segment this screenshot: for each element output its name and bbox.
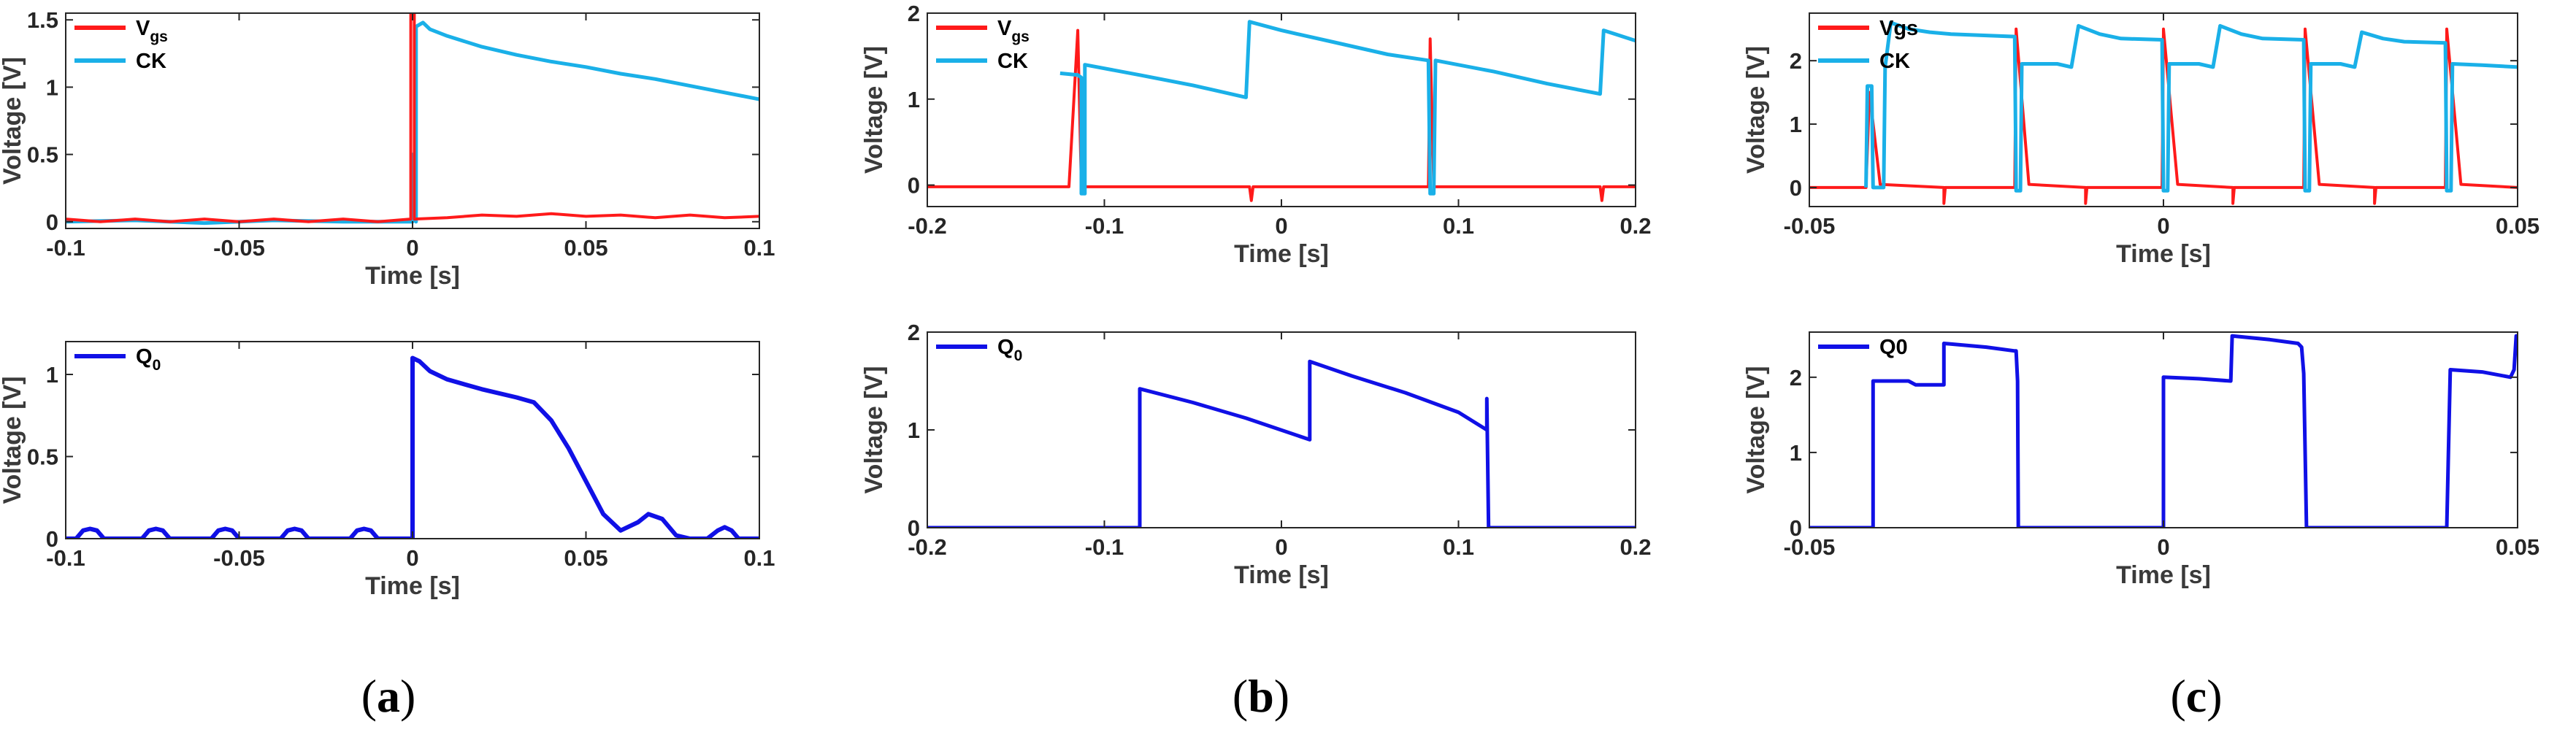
legend-label-ck: CK	[997, 50, 1028, 73]
chart-c-top: -0.05 0 0.05 0 1 2 Time [s] Voltage [V] Vgs CK	[1742, 12, 2539, 268]
legend-label-ck: CK	[1879, 50, 1910, 73]
series-line-ck	[1059, 20, 1636, 196]
x-tick-label: 0.05	[2496, 534, 2539, 560]
x-tick-label: 0.05	[564, 235, 607, 261]
x-axis-label: Time [s]	[1234, 561, 1329, 589]
legend-label-q: Q0	[136, 345, 161, 374]
series-line-q0	[1809, 334, 2518, 528]
x-tick-label: -0.05	[1784, 213, 1836, 239]
x-tick-label: -0.1	[46, 235, 85, 261]
y-tick-label: 0	[908, 515, 920, 541]
x-tick-label: 0	[2157, 534, 2169, 560]
y-axis-label: Voltage [V]	[0, 376, 26, 504]
legend-label-q: Q0	[1879, 336, 1908, 359]
series-line-ck	[1864, 20, 2518, 193]
y-tick-label: 0	[46, 526, 58, 552]
y-axis-label: Voltage [V]	[0, 57, 26, 185]
series-line-q0	[66, 355, 759, 539]
series-line-q0	[927, 359, 1636, 528]
y-tick-label: 2	[908, 1, 920, 26]
x-axis-label: Time [s]	[1234, 240, 1329, 268]
axes-box	[927, 12, 1636, 207]
x-tick-label: 0	[1275, 534, 1287, 560]
x-tick-label: 0	[1275, 213, 1287, 239]
y-tick-label: 0	[1790, 515, 1802, 541]
y-tick-label: 1	[908, 87, 920, 112]
legend-label-vgs: Vgs	[997, 17, 1030, 45]
y-tick-label: 1	[908, 417, 920, 443]
y-tick-label: 1.5	[27, 7, 58, 33]
x-tick-label: 0.1	[743, 235, 775, 261]
y-tick-label: 1	[46, 362, 58, 388]
x-axis-label: Time [s]	[365, 262, 460, 290]
x-tick-label: -0.1	[1085, 534, 1124, 560]
x-tick-label: 0.1	[743, 545, 775, 571]
legend-label-vgs: Vgs	[1879, 17, 1918, 40]
series-line-vgs	[66, 13, 759, 223]
y-tick-label: 1	[1790, 440, 1802, 466]
legend-label-q: Q0	[997, 336, 1022, 364]
caption-c: (c)	[2170, 670, 2222, 722]
x-tick-label: 0	[406, 235, 418, 261]
x-tick-label: 0.05	[564, 545, 607, 571]
legend-label-vgs: Vgs	[136, 17, 168, 45]
x-tick-label: -0.1	[46, 545, 85, 571]
y-axis-label: Voltage [V]	[860, 46, 888, 174]
y-tick-label: 0	[908, 173, 920, 199]
y-tick-label: 2	[1790, 365, 1802, 390]
series-line-vgs	[927, 28, 1636, 202]
legend-label-ck: CK	[136, 50, 166, 73]
x-tick-label: 0.1	[1443, 213, 1474, 239]
caption-a: (a)	[361, 670, 416, 722]
x-tick-label: -0.1	[1085, 213, 1124, 239]
x-tick-label: -0.2	[908, 534, 946, 560]
chart-b-bottom: -0.2 -0.1 0 0.1 0.2 0 1 2 Time [s] Voltage [V] Q0	[860, 320, 1652, 589]
y-tick-label: 0	[46, 209, 58, 235]
chart-a-top: -0.1 -0.05 0 0.05 0.1 0 0.5 1 1.5 Time [s] Voltage…	[0, 7, 775, 290]
chart-a-bottom: -0.1 -0.05 0 0.05 0.1 0 0.5 1 Time [s] Voltage [V…	[0, 341, 775, 600]
x-tick-label: -0.05	[1784, 534, 1836, 560]
x-tick-label: 0.05	[2496, 213, 2539, 239]
x-tick-label: 0	[406, 545, 418, 571]
x-tick-label: -0.05	[213, 235, 265, 261]
chart-b-top: -0.2 -0.1 0 0.1 0.2 0 1 2 Time [s] Voltage [V] Vgs…	[860, 1, 1652, 268]
x-tick-label: -0.05	[213, 545, 265, 571]
x-tick-label: 0.2	[1619, 534, 1651, 560]
x-axis-label: Time [s]	[365, 572, 460, 600]
y-tick-label: 2	[1790, 48, 1802, 74]
x-tick-label: 0.2	[1619, 213, 1651, 239]
y-tick-label: 0	[1790, 175, 1802, 201]
caption-b: (b)	[1233, 670, 1289, 722]
y-axis-label: Voltage [V]	[860, 366, 888, 493]
series-line-ck	[66, 20, 759, 226]
x-axis-label: Time [s]	[2116, 240, 2211, 268]
y-tick-label: 2	[908, 320, 920, 345]
y-axis-label: Voltage [V]	[1742, 366, 1770, 493]
y-tick-label: 1	[46, 74, 58, 100]
series-line-vgs	[1809, 27, 2518, 205]
y-tick-label: 0.5	[27, 445, 58, 470]
y-axis-label: Voltage [V]	[1742, 46, 1770, 174]
x-axis-label: Time [s]	[2116, 561, 2211, 589]
x-tick-label: 0.1	[1443, 534, 1474, 560]
y-tick-label: 1	[1790, 112, 1802, 137]
y-tick-label: 0.5	[27, 142, 58, 168]
x-tick-label: -0.2	[908, 213, 946, 239]
x-tick-label: 0	[2157, 213, 2169, 239]
